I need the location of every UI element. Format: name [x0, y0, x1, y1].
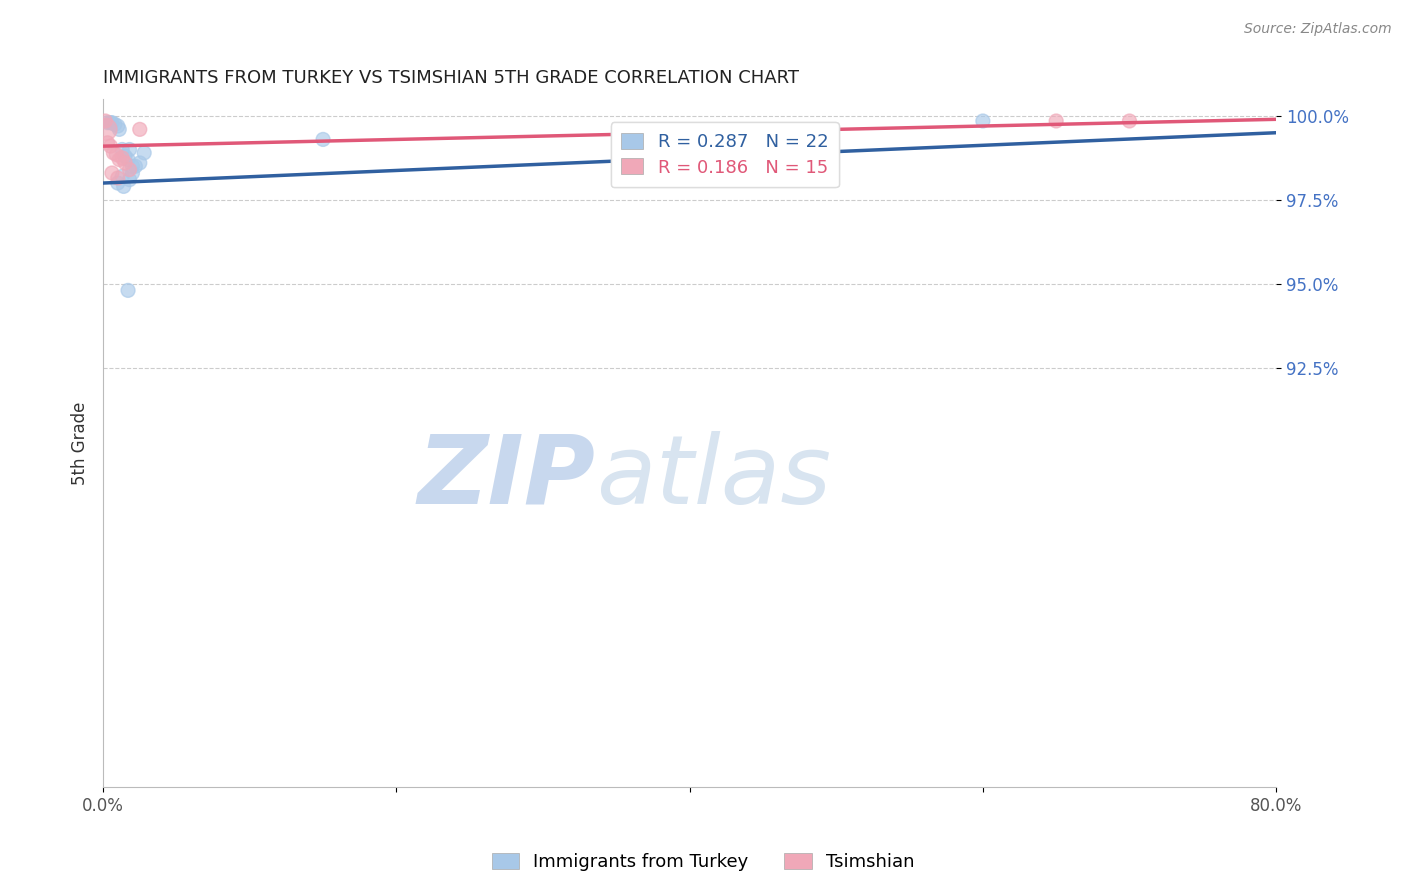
Point [972, 114, 994, 128]
Point [114, 156, 136, 170]
Point [117, 153, 139, 167]
Point [118, 172, 141, 186]
Point [100, 116, 122, 130]
Point [108, 122, 131, 136]
Point [117, 284, 139, 298]
Point [94, 114, 117, 128]
Point [1118, 114, 1140, 128]
Text: IMMIGRANTS FROM TURKEY VS TSIMSHIAN 5TH GRADE CORRELATION CHART: IMMIGRANTS FROM TURKEY VS TSIMSHIAN 5TH … [103, 69, 799, 87]
Point [111, 169, 134, 184]
Point [112, 179, 135, 194]
Point [111, 151, 134, 165]
Text: atlas: atlas [596, 431, 831, 524]
Point [96, 136, 118, 150]
Point [128, 122, 150, 136]
Point [107, 171, 129, 186]
Point [111, 143, 134, 157]
Point [105, 147, 128, 161]
Point [101, 166, 124, 180]
Y-axis label: 5th Grade: 5th Grade [72, 401, 89, 484]
Point [121, 159, 143, 173]
Point [128, 156, 150, 170]
Point [108, 153, 131, 167]
Point [107, 176, 129, 190]
Point [104, 117, 127, 131]
Point [94, 122, 117, 136]
Point [1045, 114, 1067, 128]
Point [96, 116, 118, 130]
Text: ZIP: ZIP [418, 431, 596, 524]
Point [312, 132, 335, 146]
Point [118, 162, 141, 177]
Legend: Immigrants from Turkey, Tsimshian: Immigrants from Turkey, Tsimshian [484, 846, 922, 879]
Point [101, 116, 124, 130]
Point [121, 166, 143, 180]
Point [107, 119, 129, 133]
Text: Source: ZipAtlas.com: Source: ZipAtlas.com [1244, 22, 1392, 37]
Point [114, 149, 136, 163]
Point [100, 139, 122, 153]
Legend: R = 0.287   N = 22, R = 0.186   N = 15: R = 0.287 N = 22, R = 0.186 N = 15 [610, 122, 839, 187]
Point [103, 145, 125, 160]
Point [118, 143, 141, 157]
Point [124, 159, 146, 173]
Point [134, 145, 156, 160]
